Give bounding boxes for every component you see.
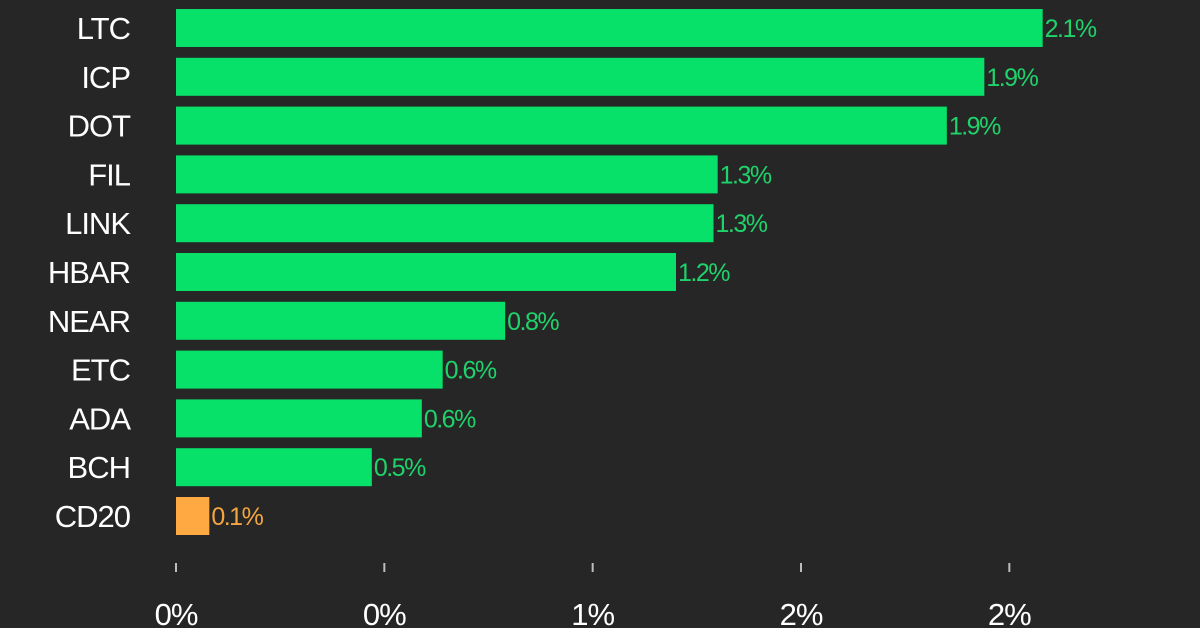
category-label: ICP: [81, 60, 130, 95]
bar: [176, 9, 1043, 47]
tick-label: 2%: [780, 597, 823, 628]
data-label: 1.3%: [716, 210, 768, 238]
bar: [176, 106, 947, 145]
category-label: FIL: [88, 157, 131, 192]
bar-row: HBAR 1.2%: [48, 253, 732, 291]
category-label: ETC: [71, 353, 131, 388]
data-label: 1.9%: [949, 113, 1001, 141]
category-label: BCH: [68, 450, 130, 485]
tick-label: 0%: [363, 597, 406, 628]
tick-label: 1%: [571, 597, 614, 628]
bar: [176, 204, 714, 243]
category-label: HBAR: [48, 255, 130, 290]
data-label: 0.8%: [507, 308, 559, 336]
bar: [176, 497, 210, 535]
data-label: 1.2%: [678, 259, 730, 287]
bar: [176, 399, 422, 438]
category-label: LINK: [65, 206, 131, 241]
data-label: 0.5%: [374, 454, 426, 482]
bar: [176, 253, 676, 291]
data-label: 0.1%: [211, 503, 263, 531]
tick-label: 2%: [988, 597, 1031, 628]
x-axis: 0% 0% 1% 2% 2%: [155, 563, 1032, 628]
data-label: 2.1%: [1045, 15, 1097, 43]
data-label: 0.6%: [445, 357, 497, 385]
bar: [176, 301, 506, 340]
data-label: 1.9%: [986, 64, 1038, 92]
data-label: 0.6%: [424, 405, 476, 433]
bar-row: CD20 0.1%: [55, 497, 265, 535]
bar: [176, 155, 718, 194]
bar: [176, 57, 985, 96]
bar: [176, 350, 443, 389]
bar-row: NEAR 0.8%: [48, 301, 561, 340]
bar-row: BCH 0.5%: [68, 448, 428, 487]
category-label: NEAR: [48, 304, 130, 339]
category-label: CD20: [55, 499, 131, 534]
category-label: DOT: [68, 109, 132, 144]
bars: LTC 2.1% ICP 1.9% DOT 1.9% FIL 1.3% LINK 1.3% HBAR…: [48, 9, 1098, 535]
tick-label: 0%: [155, 597, 198, 628]
category-label: ADA: [69, 401, 131, 436]
bar-row: DOT 1.9%: [68, 106, 1003, 145]
bar-row: ICP 1.9%: [81, 57, 1040, 96]
category-label: LTC: [77, 11, 131, 46]
data-label: 1.3%: [720, 161, 772, 189]
bar: [176, 448, 372, 487]
bar-row: ETC 0.6%: [71, 350, 498, 389]
bar-row: FIL 1.3%: [88, 155, 773, 194]
bar-row: LINK 1.3%: [65, 204, 769, 243]
bar-row: LTC 2.1%: [77, 9, 1098, 47]
bar-row: ADA 0.6%: [69, 399, 478, 438]
